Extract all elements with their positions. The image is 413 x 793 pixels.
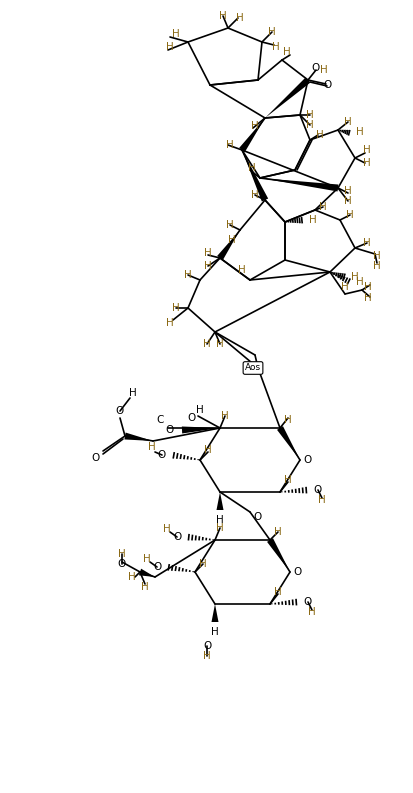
Text: H: H [118, 549, 126, 559]
Text: H: H [344, 196, 352, 206]
Text: H: H [203, 339, 211, 349]
Text: H: H [251, 121, 259, 131]
Text: O: O [304, 455, 312, 465]
Text: H: H [346, 210, 354, 220]
Text: O: O [254, 512, 262, 522]
Text: H: H [216, 339, 224, 349]
Text: H: H [316, 130, 324, 140]
Polygon shape [217, 230, 240, 260]
Text: H: H [172, 303, 180, 313]
Text: H: H [216, 515, 224, 525]
Text: H: H [226, 220, 234, 230]
Text: H: H [363, 238, 371, 248]
Polygon shape [182, 427, 220, 434]
Text: O: O [188, 413, 196, 423]
Text: H: H [251, 190, 259, 200]
Text: H: H [308, 607, 316, 617]
Text: H: H [196, 405, 204, 415]
Text: H: H [216, 523, 224, 533]
Polygon shape [265, 78, 310, 118]
Text: O: O [153, 562, 161, 572]
Text: H: H [166, 318, 174, 328]
Text: O: O [91, 453, 99, 463]
Text: H: H [284, 415, 292, 425]
Text: H: H [211, 627, 219, 637]
Text: H: H [341, 282, 349, 292]
Text: H: H [204, 248, 212, 258]
Text: H: H [319, 202, 327, 212]
Text: H: H [128, 572, 136, 582]
Text: O: O [294, 567, 302, 577]
Polygon shape [277, 426, 300, 460]
Text: H: H [344, 117, 352, 127]
Text: H: H [363, 158, 371, 168]
Text: H: H [364, 282, 372, 292]
Text: O: O [166, 425, 174, 435]
Text: H: H [268, 27, 276, 37]
Text: H: H [364, 293, 372, 303]
Text: O: O [118, 559, 126, 569]
Text: H: H [284, 475, 292, 485]
Text: O: O [324, 80, 332, 90]
Polygon shape [242, 150, 268, 201]
Text: H: H [351, 272, 359, 282]
Text: H: H [163, 524, 171, 534]
Text: H: H [373, 261, 381, 271]
Text: H: H [344, 186, 352, 196]
Text: H: H [274, 587, 282, 597]
Polygon shape [124, 432, 153, 441]
Text: H: H [204, 445, 212, 455]
Text: H: H [184, 270, 192, 280]
Text: O: O [312, 63, 320, 73]
Text: H: H [143, 554, 151, 564]
Text: H: H [148, 442, 156, 452]
Text: H: H [226, 140, 234, 150]
Text: H: H [309, 215, 317, 225]
Text: H: H [356, 127, 364, 137]
Text: O: O [158, 450, 166, 460]
Text: O: O [314, 485, 322, 495]
Text: H: H [272, 42, 280, 52]
Text: H: H [228, 235, 236, 245]
Text: O: O [116, 406, 124, 416]
Polygon shape [139, 569, 155, 577]
Text: H: H [129, 388, 137, 398]
Text: H: H [306, 110, 314, 120]
Polygon shape [239, 118, 265, 152]
Text: H: H [236, 13, 244, 23]
Text: Aos: Aos [245, 363, 261, 373]
Text: H: H [221, 411, 229, 421]
Polygon shape [260, 178, 338, 191]
Text: H: H [141, 582, 149, 592]
Text: H: H [166, 42, 174, 52]
Text: H: H [203, 651, 211, 661]
Text: H: H [320, 65, 328, 75]
Text: H: H [363, 145, 371, 155]
Text: O: O [173, 532, 181, 542]
Text: H: H [356, 277, 364, 287]
Text: H: H [219, 11, 227, 21]
Text: H: H [318, 495, 326, 505]
Text: H: H [306, 120, 314, 130]
Text: O: O [304, 597, 312, 607]
Text: H: H [204, 261, 212, 271]
Polygon shape [211, 604, 218, 622]
Text: H: H [172, 29, 180, 39]
Polygon shape [216, 492, 223, 510]
Text: H: H [248, 163, 256, 173]
Polygon shape [267, 538, 290, 572]
Text: H: H [274, 527, 282, 537]
Text: H: H [199, 559, 207, 569]
Text: O: O [203, 641, 211, 651]
Text: C: C [156, 415, 164, 425]
Text: H: H [238, 265, 246, 275]
Text: H: H [283, 47, 291, 57]
Text: H: H [373, 251, 381, 261]
